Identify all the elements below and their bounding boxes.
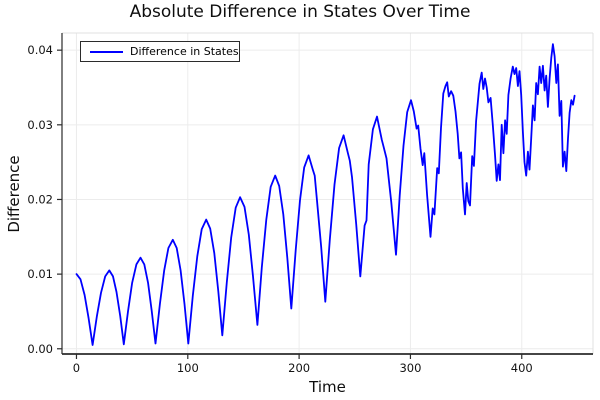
x-tick-label: 100	[177, 361, 199, 375]
y-tick-label: 0.02	[27, 192, 53, 206]
x-tick-label: 400	[511, 361, 533, 375]
y-tick-label: 0.04	[27, 43, 53, 57]
legend-line-sample-icon	[90, 50, 123, 53]
chart-title: Absolute Difference in States Over Time	[129, 2, 471, 22]
y-tick-label: 0.00	[27, 342, 53, 356]
x-tick-label: 0	[73, 361, 80, 375]
x-axis-label: Time	[309, 378, 346, 396]
series-line	[75, 43, 576, 346]
y-tick-label: 0.03	[27, 118, 53, 132]
legend: Difference in States	[80, 41, 240, 62]
y-axis-label: Difference	[5, 155, 23, 233]
y-tick-label: 0.01	[27, 267, 53, 281]
x-tick-label: 300	[399, 361, 421, 375]
x-tick-label: 200	[288, 361, 310, 375]
legend-entry-label: Difference in States	[130, 45, 239, 58]
